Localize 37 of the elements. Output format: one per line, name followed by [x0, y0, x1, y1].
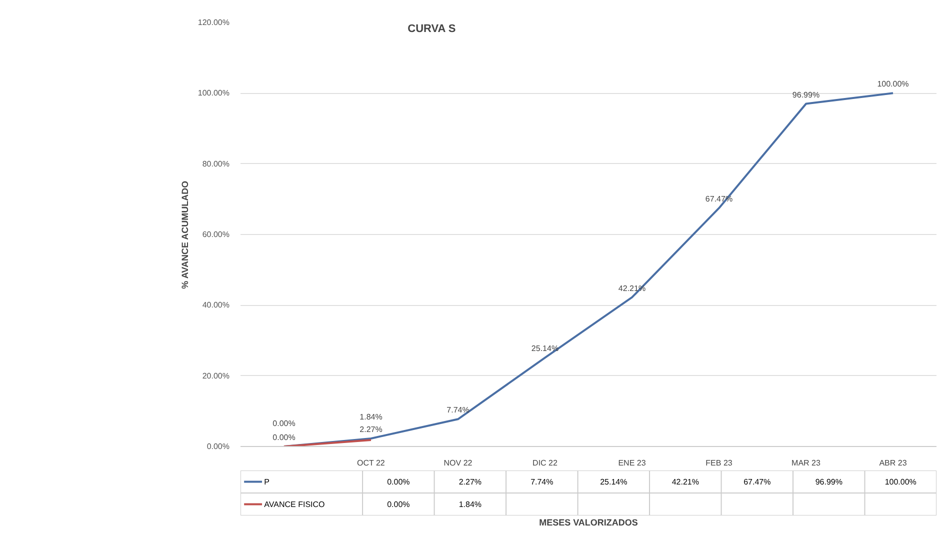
- y-tick-label: 60.00%: [202, 230, 230, 239]
- data-label: 2.27%: [360, 424, 382, 434]
- text: 2.27%: [458, 477, 482, 486]
- y-axis-title: % AVANCE ACUMULADO: [180, 180, 190, 289]
- x-tick-label: NOV 22: [444, 458, 473, 468]
- y-tick-label: 80.00%: [202, 159, 230, 168]
- x-tick-label: FEB 23: [706, 458, 733, 468]
- y-tick-label: 20.00%: [202, 371, 230, 380]
- text: 1.84%: [458, 500, 482, 509]
- data-label: 1.84%: [360, 412, 382, 422]
- chart-title: CURVA S: [408, 23, 456, 36]
- text: 100.00%: [884, 477, 916, 486]
- data-label: 7.74%: [446, 406, 470, 415]
- text: 96.99%: [815, 477, 842, 486]
- y-tick-label: 40.00%: [202, 300, 230, 310]
- data-label: 0.00%: [272, 433, 296, 442]
- x-tick-label: ABR 23: [879, 458, 908, 468]
- y-tick-label: 100.00%: [198, 88, 230, 98]
- legend-label: AVANCE FISICO: [264, 500, 325, 509]
- data-label: 100.00%: [877, 80, 909, 89]
- x-tick-label: OCT 22: [356, 458, 386, 468]
- x-tick-label: ENE 23: [618, 458, 646, 468]
- text: 67.47%: [744, 477, 771, 486]
- x-tick-label: MAR 23: [792, 458, 821, 468]
- y-tick-label: 120.00%: [198, 18, 230, 27]
- text: 0.00%: [387, 500, 410, 509]
- x-tick-label: DIC 22: [532, 458, 558, 468]
- legend-label: P: [264, 477, 270, 486]
- data-label: 25.14%: [531, 344, 559, 354]
- text: 42.21%: [672, 477, 699, 486]
- data-label: 96.99%: [792, 90, 820, 100]
- text: 25.14%: [600, 477, 628, 486]
- text: 0.00%: [387, 477, 410, 486]
- y-tick-label: 0.00%: [206, 442, 230, 451]
- data-label: 0.00%: [272, 419, 296, 428]
- text: 7.74%: [530, 477, 554, 486]
- text: MESES VALORIZADOS: [539, 518, 638, 528]
